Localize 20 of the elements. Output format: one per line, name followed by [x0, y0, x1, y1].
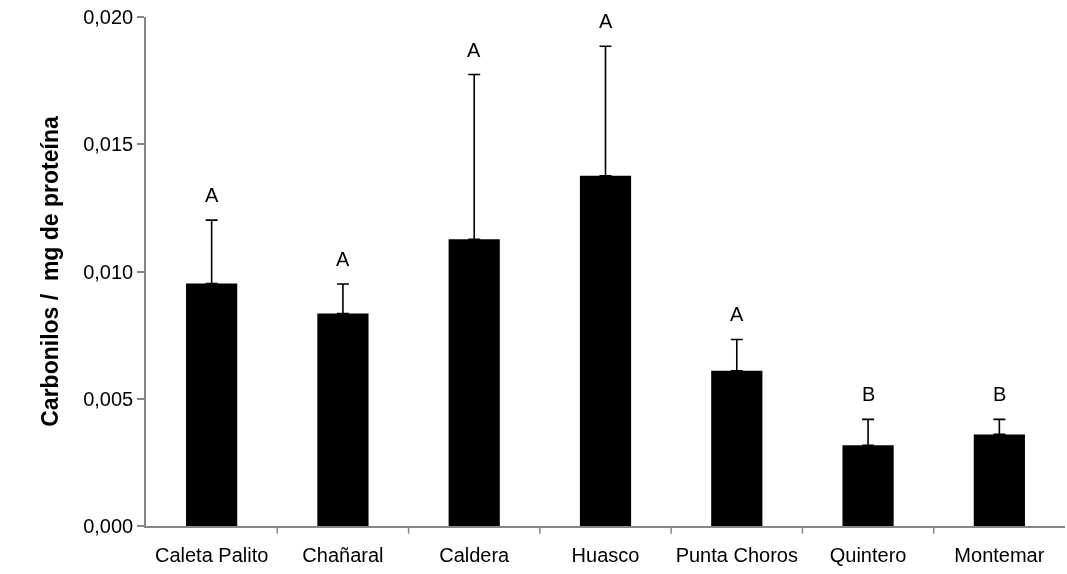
annotation: A	[205, 184, 219, 206]
x-tick-label: Punta Choros	[675, 543, 798, 566]
x-tick-label: Quintero	[829, 543, 907, 566]
y-tick-label: 0,010	[83, 260, 134, 283]
x-tick-label: Caleta Palito	[154, 543, 269, 566]
y-tick-label: 0,015	[83, 133, 134, 156]
x-tick-label: Caldera	[439, 543, 511, 566]
annotation: B	[993, 383, 1007, 405]
y-axis-title: Carbonilos / mg de proteína	[37, 116, 64, 427]
y-tick-label: 0,000	[83, 515, 134, 537]
y-tick-label: 0,005	[83, 387, 134, 410]
x-tick-label: Montemar	[954, 543, 1045, 566]
x-tick-label: Chañaral	[302, 543, 384, 566]
x-tick-label: Huasco	[571, 543, 640, 566]
annotation: A	[730, 303, 744, 325]
annotation: B	[862, 383, 876, 405]
annotation: A	[599, 10, 613, 32]
annotation: A	[467, 39, 481, 61]
y-tick-label: 0,020	[83, 6, 134, 28]
annotation: A	[336, 248, 350, 270]
